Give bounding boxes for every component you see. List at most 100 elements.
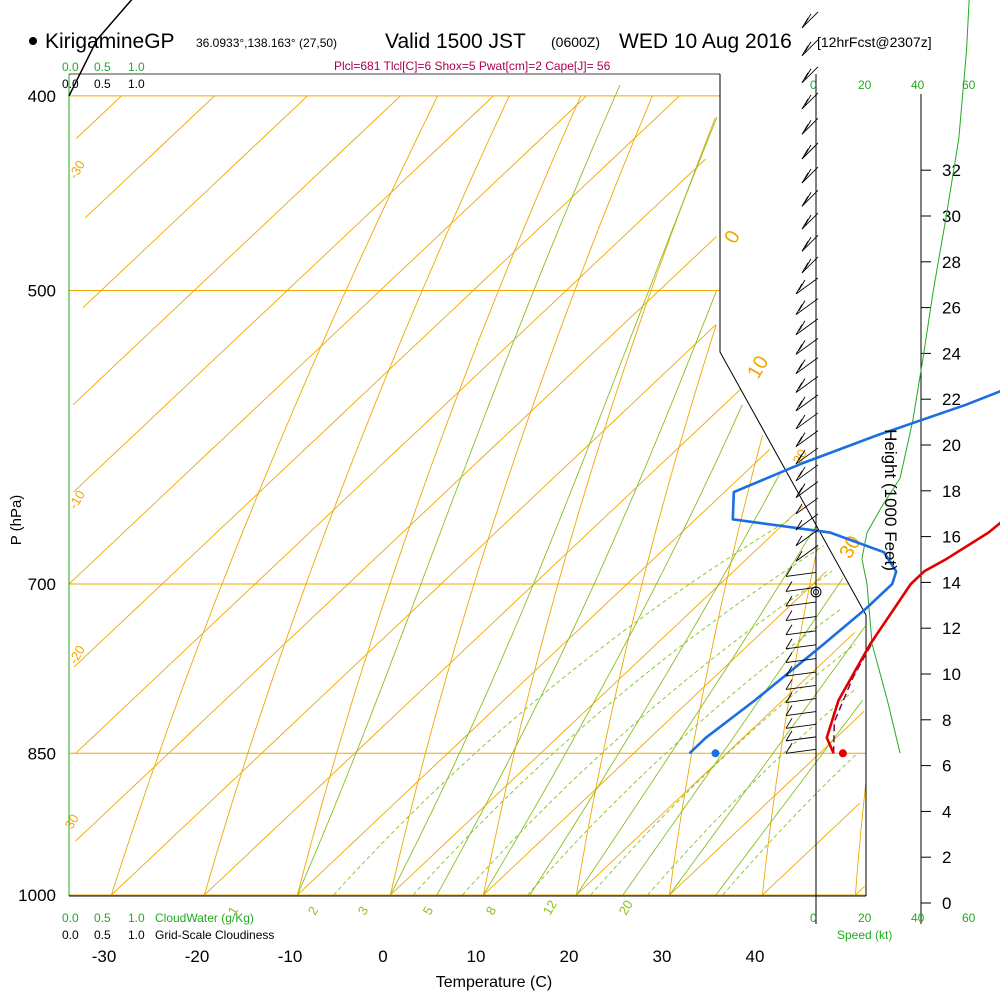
wind-barb — [785, 718, 817, 729]
wind-barb — [795, 277, 819, 295]
wind-barb — [801, 142, 819, 160]
moist-adiabat-line — [576, 525, 817, 896]
dry-adiabat-line — [575, 324, 717, 896]
height-tick-label: 4 — [942, 802, 951, 821]
wind-barb — [795, 447, 819, 465]
pressure-tick-label: 700 — [28, 575, 56, 594]
dry-adiabat-line — [296, 95, 582, 896]
height-tick-label: 24 — [942, 344, 961, 363]
pressure-tick-label: 500 — [28, 282, 56, 301]
pressure-tick-label: 1000 — [18, 886, 56, 905]
height-tick-label: 28 — [942, 253, 961, 272]
mixing-ratio-label: 20 — [616, 897, 636, 917]
date-label: WED 10 Aug 2016 — [619, 30, 792, 53]
temperature-tick-label: -20 — [185, 947, 210, 966]
isotherm-line — [68, 95, 587, 585]
mixing-ratio-line — [333, 518, 791, 896]
moist-adiabat-line — [669, 626, 866, 896]
wind-barb — [795, 318, 819, 336]
bottom-cloudwater-1: 0.5 — [94, 911, 111, 925]
bottom-cloudiness-2: 1.0 — [128, 928, 145, 942]
temperature-tick-label: 0 — [378, 947, 387, 966]
utc-label: (0600Z) — [551, 34, 600, 50]
wind-barb — [785, 705, 817, 716]
height-tick-label: 6 — [942, 757, 951, 776]
bottom-cloudwater-label: CloudWater (g/Kg) — [155, 911, 254, 925]
temperature-tick-label: -10 — [278, 947, 303, 966]
dry-adiabat-line — [482, 117, 716, 896]
isotherm-line — [75, 158, 706, 754]
top-cloudwater-0: 0.0 — [62, 60, 79, 74]
height-tick-label: 14 — [942, 573, 961, 592]
wind-barb — [795, 338, 819, 355]
wind-barb — [785, 581, 817, 592]
wind-barb — [785, 743, 817, 754]
wind-barb — [795, 497, 819, 515]
wind-barb — [785, 692, 817, 704]
isotherm-line — [483, 571, 827, 896]
height-tick-label: 22 — [942, 390, 961, 409]
dry-adiabat-line — [389, 95, 653, 896]
wind-barb — [801, 11, 819, 29]
mixing-ratio-line — [527, 608, 842, 896]
wind-barb — [785, 730, 817, 742]
mixing-ratio-line — [722, 752, 858, 896]
height-tick-label: 16 — [942, 528, 961, 547]
isotherm-line — [297, 449, 770, 896]
temperature-axis-ticks: -30 -20 -10 0 10 20 30 40 — [92, 947, 765, 966]
wind-barb — [801, 234, 819, 252]
wind-barb — [785, 595, 817, 607]
wind-barb — [795, 529, 819, 547]
temperature-line — [825, 521, 1000, 754]
temperature-tick-label: 10 — [467, 947, 486, 966]
moist-adiabat-line — [436, 290, 718, 896]
surface-dewpoint-dot — [711, 749, 720, 758]
wind-barb — [785, 624, 817, 636]
isotherm-line — [84, 95, 215, 219]
wind-barb — [795, 430, 819, 447]
dry-adiabat-line — [203, 95, 510, 896]
wind-barb — [801, 39, 819, 57]
moist-adiabat-line — [389, 117, 718, 896]
wind-barb — [795, 464, 819, 482]
wind-barb — [795, 481, 819, 498]
dewpoint-line — [688, 389, 1000, 755]
wind-barb — [785, 679, 817, 690]
top-speed-60: 60 — [962, 78, 976, 92]
wind-barb — [801, 66, 819, 84]
top-cloudiness-2: 1.0 — [128, 77, 145, 91]
height-tick-label: 26 — [942, 299, 961, 318]
dry-adiabat-line — [668, 434, 764, 896]
bottom-speed-40: 40 — [911, 911, 925, 925]
top-speed-0: 0 — [810, 78, 817, 92]
wind-barb — [801, 92, 819, 110]
bottom-cloudiness-1: 0.5 — [94, 928, 111, 942]
station-coords: 36.0933°,138.163° (27,50) — [196, 36, 337, 50]
height-tick-label: 18 — [942, 482, 961, 501]
height-tick-label: 2 — [942, 848, 951, 867]
stability-indices: Plcl=681 Tlcl[C]=6 Shox=5 Pwat[cm]=2 Cap… — [334, 59, 611, 73]
wind-barb — [801, 256, 819, 274]
isotherm-line — [75, 236, 717, 842]
height-tick-label: 32 — [942, 161, 961, 180]
wind-barb — [785, 652, 817, 663]
isotherm-line — [82, 95, 308, 309]
top-cloudwater-2: 1.0 — [128, 60, 145, 74]
wind-speed-profile — [861, 0, 970, 754]
surface-temperature-dot — [838, 749, 847, 758]
top-speed-20: 20 — [858, 78, 872, 92]
top-cloudiness-0: 0.0 — [62, 77, 79, 91]
isotherm-line — [111, 324, 717, 896]
isotherm-line — [855, 885, 866, 896]
bottom-cloudwater-2: 1.0 — [128, 911, 145, 925]
isotherm-line — [73, 95, 494, 493]
bottom-cloudiness-0: 0.0 — [62, 928, 79, 942]
wind-barb — [795, 357, 819, 375]
temperature-tick-label: -30 — [92, 947, 117, 966]
moist-adiabat-line — [622, 577, 844, 896]
data-layer — [68, 0, 1000, 758]
isotherm-label: 30 — [62, 811, 82, 831]
temperature-axis-title: Temperature (C) — [436, 974, 552, 991]
